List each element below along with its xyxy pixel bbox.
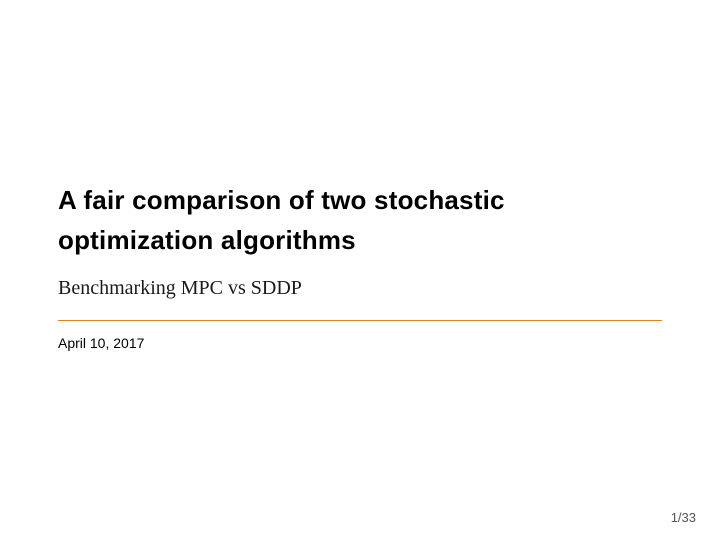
slide-title-page: A fair comparison of two stochastic opti… (0, 0, 720, 541)
title-line-2: optimization algorithms (58, 225, 356, 255)
presentation-title: A fair comparison of two stochastic opti… (58, 180, 662, 261)
title-line-1: A fair comparison of two stochastic (58, 185, 505, 215)
presentation-subtitle: Benchmarking MPC vs SDDP (58, 277, 662, 300)
presentation-date: April 10, 2017 (58, 335, 662, 351)
horizontal-rule (58, 320, 662, 322)
page-number: 1/33 (671, 510, 696, 525)
